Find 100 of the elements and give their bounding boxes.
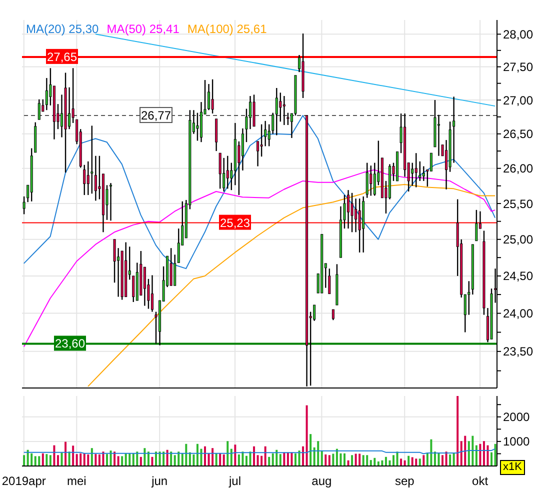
text: MA(20) 25,30 (26, 22, 99, 36)
bar (438, 453, 440, 466)
candlestick (313, 304, 316, 322)
bar (185, 444, 188, 466)
bar (422, 455, 425, 466)
bar (56, 455, 59, 466)
bar (351, 455, 354, 466)
y-tick-label: 25,00 (503, 232, 534, 247)
candlestick (170, 247, 172, 286)
bar (272, 453, 274, 466)
candlestick (150, 274, 154, 312)
bar (249, 452, 252, 466)
bar (442, 455, 444, 466)
bar (362, 455, 364, 466)
ref-line-label: 27,65 (46, 50, 78, 64)
candlestick (347, 189, 350, 230)
candlestick (177, 228, 180, 263)
candlestick (256, 141, 260, 167)
bar (226, 441, 229, 466)
candlestick (52, 86, 56, 140)
candlestick (339, 206, 342, 258)
bar (64, 442, 67, 466)
x-tick-label: jul (228, 474, 242, 488)
bar (354, 454, 357, 466)
bar (276, 450, 278, 466)
y-tick-label: 24,50 (503, 269, 534, 284)
bar (449, 454, 452, 466)
bar (306, 405, 308, 466)
bar (117, 456, 120, 466)
bar (464, 436, 466, 466)
candlestick (136, 262, 138, 301)
candlestick (68, 86, 71, 130)
bar (49, 455, 52, 466)
candlestick (320, 234, 324, 294)
text: x1K (500, 460, 525, 475)
candlestick (475, 209, 478, 242)
candlestick (411, 162, 414, 186)
bar (170, 452, 172, 466)
bar (128, 453, 131, 466)
bar (283, 452, 286, 466)
x-tick-label: mei (66, 474, 86, 488)
bar (219, 453, 222, 466)
candlestick (110, 182, 112, 222)
bar (340, 453, 342, 466)
candlestick (354, 198, 358, 233)
bar (68, 452, 70, 466)
candlestick (264, 120, 267, 147)
bar (151, 456, 154, 466)
bar (286, 452, 289, 466)
x-tick-label: 2019apr (2, 474, 46, 488)
candlestick (396, 151, 399, 182)
candlestick (362, 196, 365, 254)
bar (415, 458, 418, 466)
bar (482, 441, 485, 466)
bar (178, 452, 180, 466)
candlestick (452, 96, 456, 164)
ref-line-label: 23,60 (54, 336, 86, 351)
bar (98, 454, 100, 466)
bar (320, 450, 323, 466)
bar (90, 448, 93, 466)
bar (204, 446, 206, 466)
bar (332, 454, 334, 466)
bar (230, 448, 232, 466)
candlestick (218, 152, 222, 190)
bar (279, 454, 282, 466)
bar (147, 452, 150, 466)
bar (124, 453, 127, 466)
bar (430, 439, 432, 466)
bar (408, 456, 410, 466)
bar (30, 453, 33, 466)
bar (110, 450, 112, 466)
candlestick (64, 72, 67, 174)
bar (102, 452, 104, 466)
candlestick (94, 155, 97, 202)
bar (46, 454, 48, 466)
bar (140, 456, 142, 466)
candlestick (275, 87, 278, 136)
candlestick (260, 124, 263, 158)
candlestick (414, 152, 418, 188)
bar (245, 456, 248, 466)
bar (174, 455, 176, 466)
candlestick (471, 244, 474, 296)
bar (302, 446, 304, 466)
bar (72, 446, 74, 466)
text: MA(50) 25,41 (106, 22, 180, 36)
y-tick-label: 28,00 (503, 27, 534, 42)
candlestick (174, 254, 176, 286)
bar (83, 453, 86, 466)
bar (343, 453, 346, 466)
bar (445, 452, 448, 466)
candlestick (404, 112, 406, 178)
bar (358, 454, 361, 466)
bar (242, 452, 244, 466)
x-tick-label: jun (150, 474, 168, 488)
bar (434, 452, 436, 466)
y-tick-label: 27,00 (503, 93, 534, 108)
bar (411, 457, 414, 466)
bar (238, 454, 240, 466)
bar (290, 452, 293, 466)
candlestick (215, 118, 218, 152)
